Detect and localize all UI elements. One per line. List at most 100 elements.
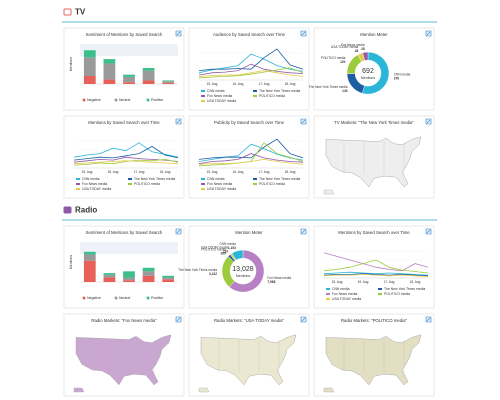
- series-line: [198, 70, 304, 77]
- share-button[interactable]: [425, 316, 432, 323]
- legend-label: CNN media: [207, 89, 225, 93]
- slice-value: 28: [355, 49, 359, 53]
- x-tick-label: 16. Aug: [358, 280, 369, 284]
- bar-segment: [142, 68, 155, 71]
- panel-title: Audience by Saved Search over Time: [213, 32, 286, 37]
- legend-label: Fox News media: [82, 182, 107, 186]
- slice-value: 120: [340, 60, 346, 64]
- slice-label: POLITICO media: [321, 56, 346, 60]
- bar-segment: [162, 277, 175, 280]
- series-line: [323, 271, 429, 276]
- share-button[interactable]: [425, 118, 432, 125]
- slice-value: 265: [221, 251, 227, 255]
- share-button[interactable]: [300, 118, 307, 125]
- bar-segment: [103, 274, 116, 278]
- slice-label: USA TODAY media: [331, 45, 359, 49]
- slice-value: 28: [361, 47, 365, 51]
- y-axis-label: Mentions: [69, 57, 73, 71]
- x-tick-label: 15. Aug: [207, 82, 218, 86]
- x-tick-label: 18. Aug: [160, 170, 171, 174]
- legend-swatch: [253, 90, 257, 92]
- bar-segment: [142, 275, 155, 282]
- bar-segment: [123, 76, 135, 83]
- legend-label: USA TODAY media: [82, 187, 111, 191]
- bar-segment: [123, 82, 135, 84]
- share-button[interactable]: [300, 30, 307, 37]
- section-icon: [63, 206, 72, 214]
- share-button[interactable]: [175, 30, 182, 37]
- bar-segment: [162, 81, 175, 83]
- legend-label: CNN media: [207, 177, 225, 181]
- share-button[interactable]: [300, 228, 307, 235]
- x-tick-label: 16. Aug: [233, 170, 244, 174]
- bar-segment: [123, 277, 135, 281]
- share-button[interactable]: [300, 316, 307, 323]
- legend-swatch: [201, 188, 205, 190]
- legend-swatch: [82, 98, 86, 102]
- legend-swatch: [128, 183, 132, 185]
- bar-segment: [83, 50, 96, 58]
- panel: [313, 27, 435, 111]
- share-button[interactable]: [175, 118, 182, 125]
- legend-swatch: [326, 298, 330, 300]
- legend-swatch: [114, 296, 118, 300]
- map-inset: [73, 387, 85, 393]
- series-line: [198, 48, 304, 71]
- donut-center: 13,028: [232, 266, 254, 273]
- x-tick-label: 18. Aug: [410, 280, 421, 284]
- y-axis-label: Mentions: [69, 255, 73, 269]
- panel-title: Publicity by Saved Search over Time: [214, 120, 285, 125]
- series-line: [198, 67, 304, 79]
- bar-segment: [123, 280, 135, 282]
- legend-label: Negative: [87, 98, 101, 102]
- slice-label: CNN media: [394, 72, 411, 76]
- share-button[interactable]: [175, 316, 182, 323]
- slice-value: 1,153: [228, 246, 236, 250]
- slice-label: The New York Times media: [309, 85, 348, 89]
- legend-label: Negative: [87, 296, 101, 300]
- legend-swatch: [146, 98, 150, 102]
- legend-swatch: [76, 178, 80, 180]
- bar-segment: [103, 277, 116, 282]
- slice-label: POLITICO media: [201, 247, 226, 251]
- map-outline: [75, 334, 172, 386]
- share-button[interactable]: [425, 30, 432, 37]
- series-line: [323, 252, 429, 272]
- bar-segment: [83, 57, 96, 76]
- series-line: [198, 158, 304, 165]
- plot-band: [80, 242, 178, 254]
- panel-title: Mentions by Saved Search over Time: [338, 230, 410, 235]
- slice-label: USA TODAY media: [201, 246, 229, 250]
- slice-value: 140: [342, 89, 348, 93]
- bar-segment: [83, 254, 96, 261]
- legend-swatch: [378, 288, 382, 290]
- series-line: [323, 273, 429, 277]
- map-inset: [323, 387, 335, 393]
- legend-label: CNN media: [82, 177, 100, 181]
- share-button[interactable]: [425, 228, 432, 235]
- series-line: [73, 160, 179, 165]
- legend-label: Positive: [151, 296, 163, 300]
- x-tick-label: 16. Aug: [108, 170, 119, 174]
- legend-swatch: [253, 178, 257, 180]
- legend-swatch: [128, 178, 132, 180]
- bar-segment: [103, 59, 116, 64]
- bar-segment: [103, 273, 116, 275]
- x-tick-label: 15. Aug: [207, 170, 218, 174]
- slice-label: Fox News media: [267, 276, 291, 280]
- bar-segment: [123, 271, 135, 278]
- legend-label: The New York Times media: [134, 177, 175, 181]
- legend-label: POLITICO media: [384, 292, 410, 296]
- donut-center-label: Mentions: [361, 76, 375, 80]
- series-line: [323, 273, 429, 277]
- panel-title: Radio Markets: "Fox News media": [91, 318, 157, 323]
- donut-slice: [362, 51, 369, 61]
- map-outline: [325, 334, 422, 386]
- legend-label: The New York Times media: [259, 177, 300, 181]
- share-button[interactable]: [175, 228, 182, 235]
- legend-label: USA TODAY media: [207, 187, 236, 191]
- legend-label: Fox News media: [332, 292, 357, 296]
- bar-segment: [162, 279, 175, 282]
